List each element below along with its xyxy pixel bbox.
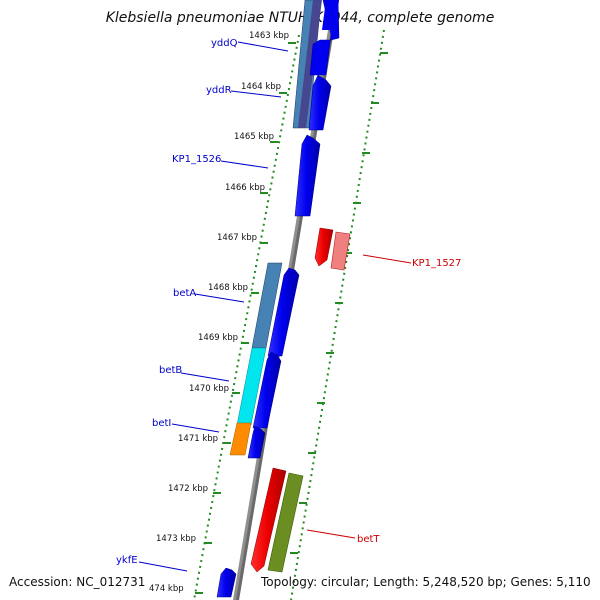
label-leader-yddR: [230, 90, 282, 98]
label-leader-betI: [171, 423, 220, 433]
gene-label-betA[interactable]: betA: [173, 288, 196, 299]
cog-block-yddR[interactable]: [298, 0, 322, 128]
cog-track: [229, 0, 351, 573]
accession-text: Accession: NC_012731: [9, 575, 146, 589]
forward-cds-track: [216, 0, 340, 598]
gene-KP1_1526-arrow[interactable]: [294, 134, 321, 217]
gene-betT-arrow[interactable]: [250, 467, 287, 573]
tick-label: 1468 kbp: [208, 283, 248, 293]
gene-KP1_1527-arrow[interactable]: [314, 227, 334, 267]
tick-label: 474 kbp: [149, 584, 184, 594]
map-title: Klebsiella pneumoniae NTUH-K2044, comple…: [105, 10, 495, 26]
gene-betI-arrow[interactable]: [247, 425, 266, 459]
ruler-ticks: 1463 kbp 1464 kbp 1465 kbp 1466 kbp 1467…: [149, 31, 296, 594]
tick-label: 1465 kbp: [234, 132, 274, 142]
gene-label-KP1_1527[interactable]: KP1_1527: [412, 258, 461, 269]
gene-betA-arrow[interactable]: [267, 267, 300, 357]
label-leader-betA: [194, 293, 245, 303]
tick-label: 1466 kbp: [225, 183, 265, 193]
gene-label-KP1_1526[interactable]: KP1_1526: [172, 154, 221, 165]
cog-block-KP1_1527[interactable]: [330, 231, 351, 271]
gene-label-betT[interactable]: betT: [357, 534, 380, 545]
topology-text: Topology: circular; Length: 5,248,520 bp…: [261, 575, 591, 589]
label-leader-KP1_1526: [220, 160, 269, 169]
gene-label-betI[interactable]: betI: [152, 418, 171, 429]
ruler-right: [290, 29, 385, 600]
tick-label: 1464 kbp: [241, 82, 281, 92]
gene-yddR-arrow[interactable]: [308, 74, 332, 131]
gene-betB-arrow[interactable]: [252, 351, 282, 429]
tick-label: 1467 kbp: [217, 233, 257, 243]
label-leader-yddQ: [237, 41, 289, 52]
label-leader-ykfE: [138, 561, 188, 572]
tick-label: 1473 kbp: [156, 534, 196, 544]
gene-label-ykfE[interactable]: ykfE: [116, 555, 138, 566]
gene-label-yddR[interactable]: yddR: [206, 85, 232, 96]
gene-labels: yddQ yddR KP1_1526 betA betB betI ykfE K…: [116, 38, 461, 572]
tick-label: 1471 kbp: [178, 434, 218, 444]
label-leader-betB: [180, 372, 230, 382]
tick-label: 1463 kbp: [249, 31, 289, 41]
gene-ykfE-arrow[interactable]: [216, 567, 237, 598]
gene-label-betB[interactable]: betB: [159, 365, 182, 376]
tick-label: 1472 kbp: [168, 484, 208, 494]
label-leader-KP1_1527: [362, 254, 412, 264]
reverse-cds-track: [250, 227, 334, 573]
gene-label-yddQ[interactable]: yddQ: [211, 38, 238, 49]
gene-yddQ-arrow-top[interactable]: [322, 0, 339, 30]
label-leader-betT: [306, 529, 356, 539]
cog-block-betB[interactable]: [236, 347, 267, 426]
tick-label: 1469 kbp: [198, 333, 238, 343]
cog-block-betT[interactable]: [267, 472, 304, 573]
ruler-ticks-right: [290, 52, 388, 554]
tick-label: 1470 kbp: [189, 384, 229, 394]
cog-block-betI[interactable]: [229, 422, 252, 456]
